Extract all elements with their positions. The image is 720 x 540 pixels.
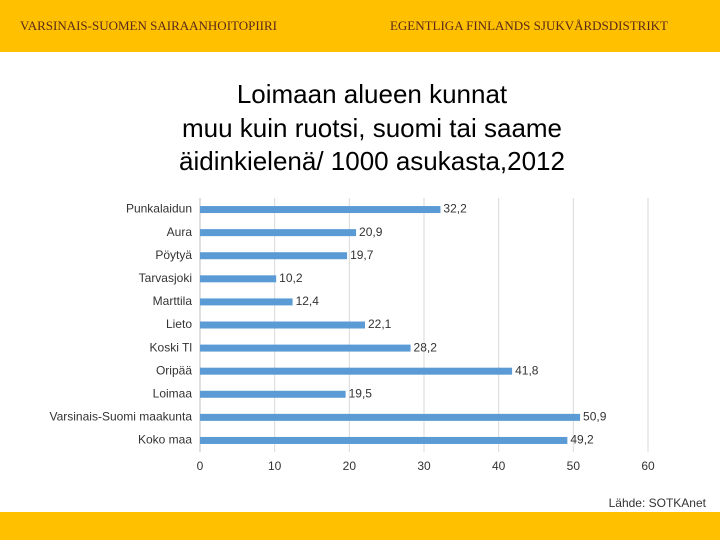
value-label: 22,1 <box>368 317 392 331</box>
y-tick-label: Aura <box>167 225 193 239</box>
value-label: 19,5 <box>349 386 373 400</box>
chart-title: Loimaan alueen kunnat <box>237 79 508 109</box>
y-tick-label: Varsinais-Suomi maakunta <box>49 410 192 424</box>
y-tick-label: Lieto <box>166 317 192 331</box>
value-label: 28,2 <box>414 340 438 354</box>
bar <box>200 413 581 421</box>
y-tick-label: Marttila <box>153 294 193 308</box>
x-tick-label: 40 <box>492 459 506 473</box>
bar <box>200 344 411 352</box>
header-right: EGENTLIGA FINLANDS SJUKVÅRDSDISTRIKT <box>390 18 668 33</box>
x-tick-label: 30 <box>417 459 431 473</box>
bar <box>200 436 568 444</box>
bar <box>200 206 441 214</box>
y-tick-label: Loimaa <box>153 386 193 400</box>
value-label: 41,8 <box>515 363 539 377</box>
y-tick-label: Pöytyä <box>155 248 192 262</box>
x-tick-label: 50 <box>567 459 581 473</box>
value-label: 12,4 <box>296 294 320 308</box>
x-tick-label: 10 <box>268 459 282 473</box>
bar <box>200 252 348 260</box>
x-tick-label: 0 <box>197 459 204 473</box>
value-label: 32,2 <box>443 202 467 216</box>
value-label: 50,9 <box>583 410 607 424</box>
y-tick-label: Koko maa <box>138 433 192 447</box>
value-label: 20,9 <box>359 225 383 239</box>
value-label: 49,2 <box>570 433 594 447</box>
bar <box>200 229 357 237</box>
chart-title: muu kuin ruotsi, suomi tai saame <box>182 113 562 143</box>
bar <box>200 321 366 329</box>
bar <box>200 390 346 398</box>
chart-title: äidinkielenä/ 1000 asukasta,2012 <box>179 146 565 176</box>
source: Lähde: SOTKAnet <box>609 496 707 510</box>
header-band <box>0 0 720 52</box>
bar <box>200 367 513 375</box>
header-left: VARSINAIS-SUOMEN SAIRAANHOITOPIIRI <box>20 18 277 33</box>
x-tick-label: 20 <box>343 459 357 473</box>
bar <box>200 275 277 283</box>
value-label: 10,2 <box>279 271 303 285</box>
y-tick-label: Tarvasjoki <box>139 271 192 285</box>
value-label: 19,7 <box>350 248 374 262</box>
x-tick-label: 60 <box>641 459 655 473</box>
y-tick-label: Oripää <box>156 363 192 377</box>
y-tick-label: Koski Tl <box>150 340 192 354</box>
bar <box>200 298 293 306</box>
y-tick-label: Punkalaidun <box>126 202 192 216</box>
footer-band <box>0 512 720 540</box>
